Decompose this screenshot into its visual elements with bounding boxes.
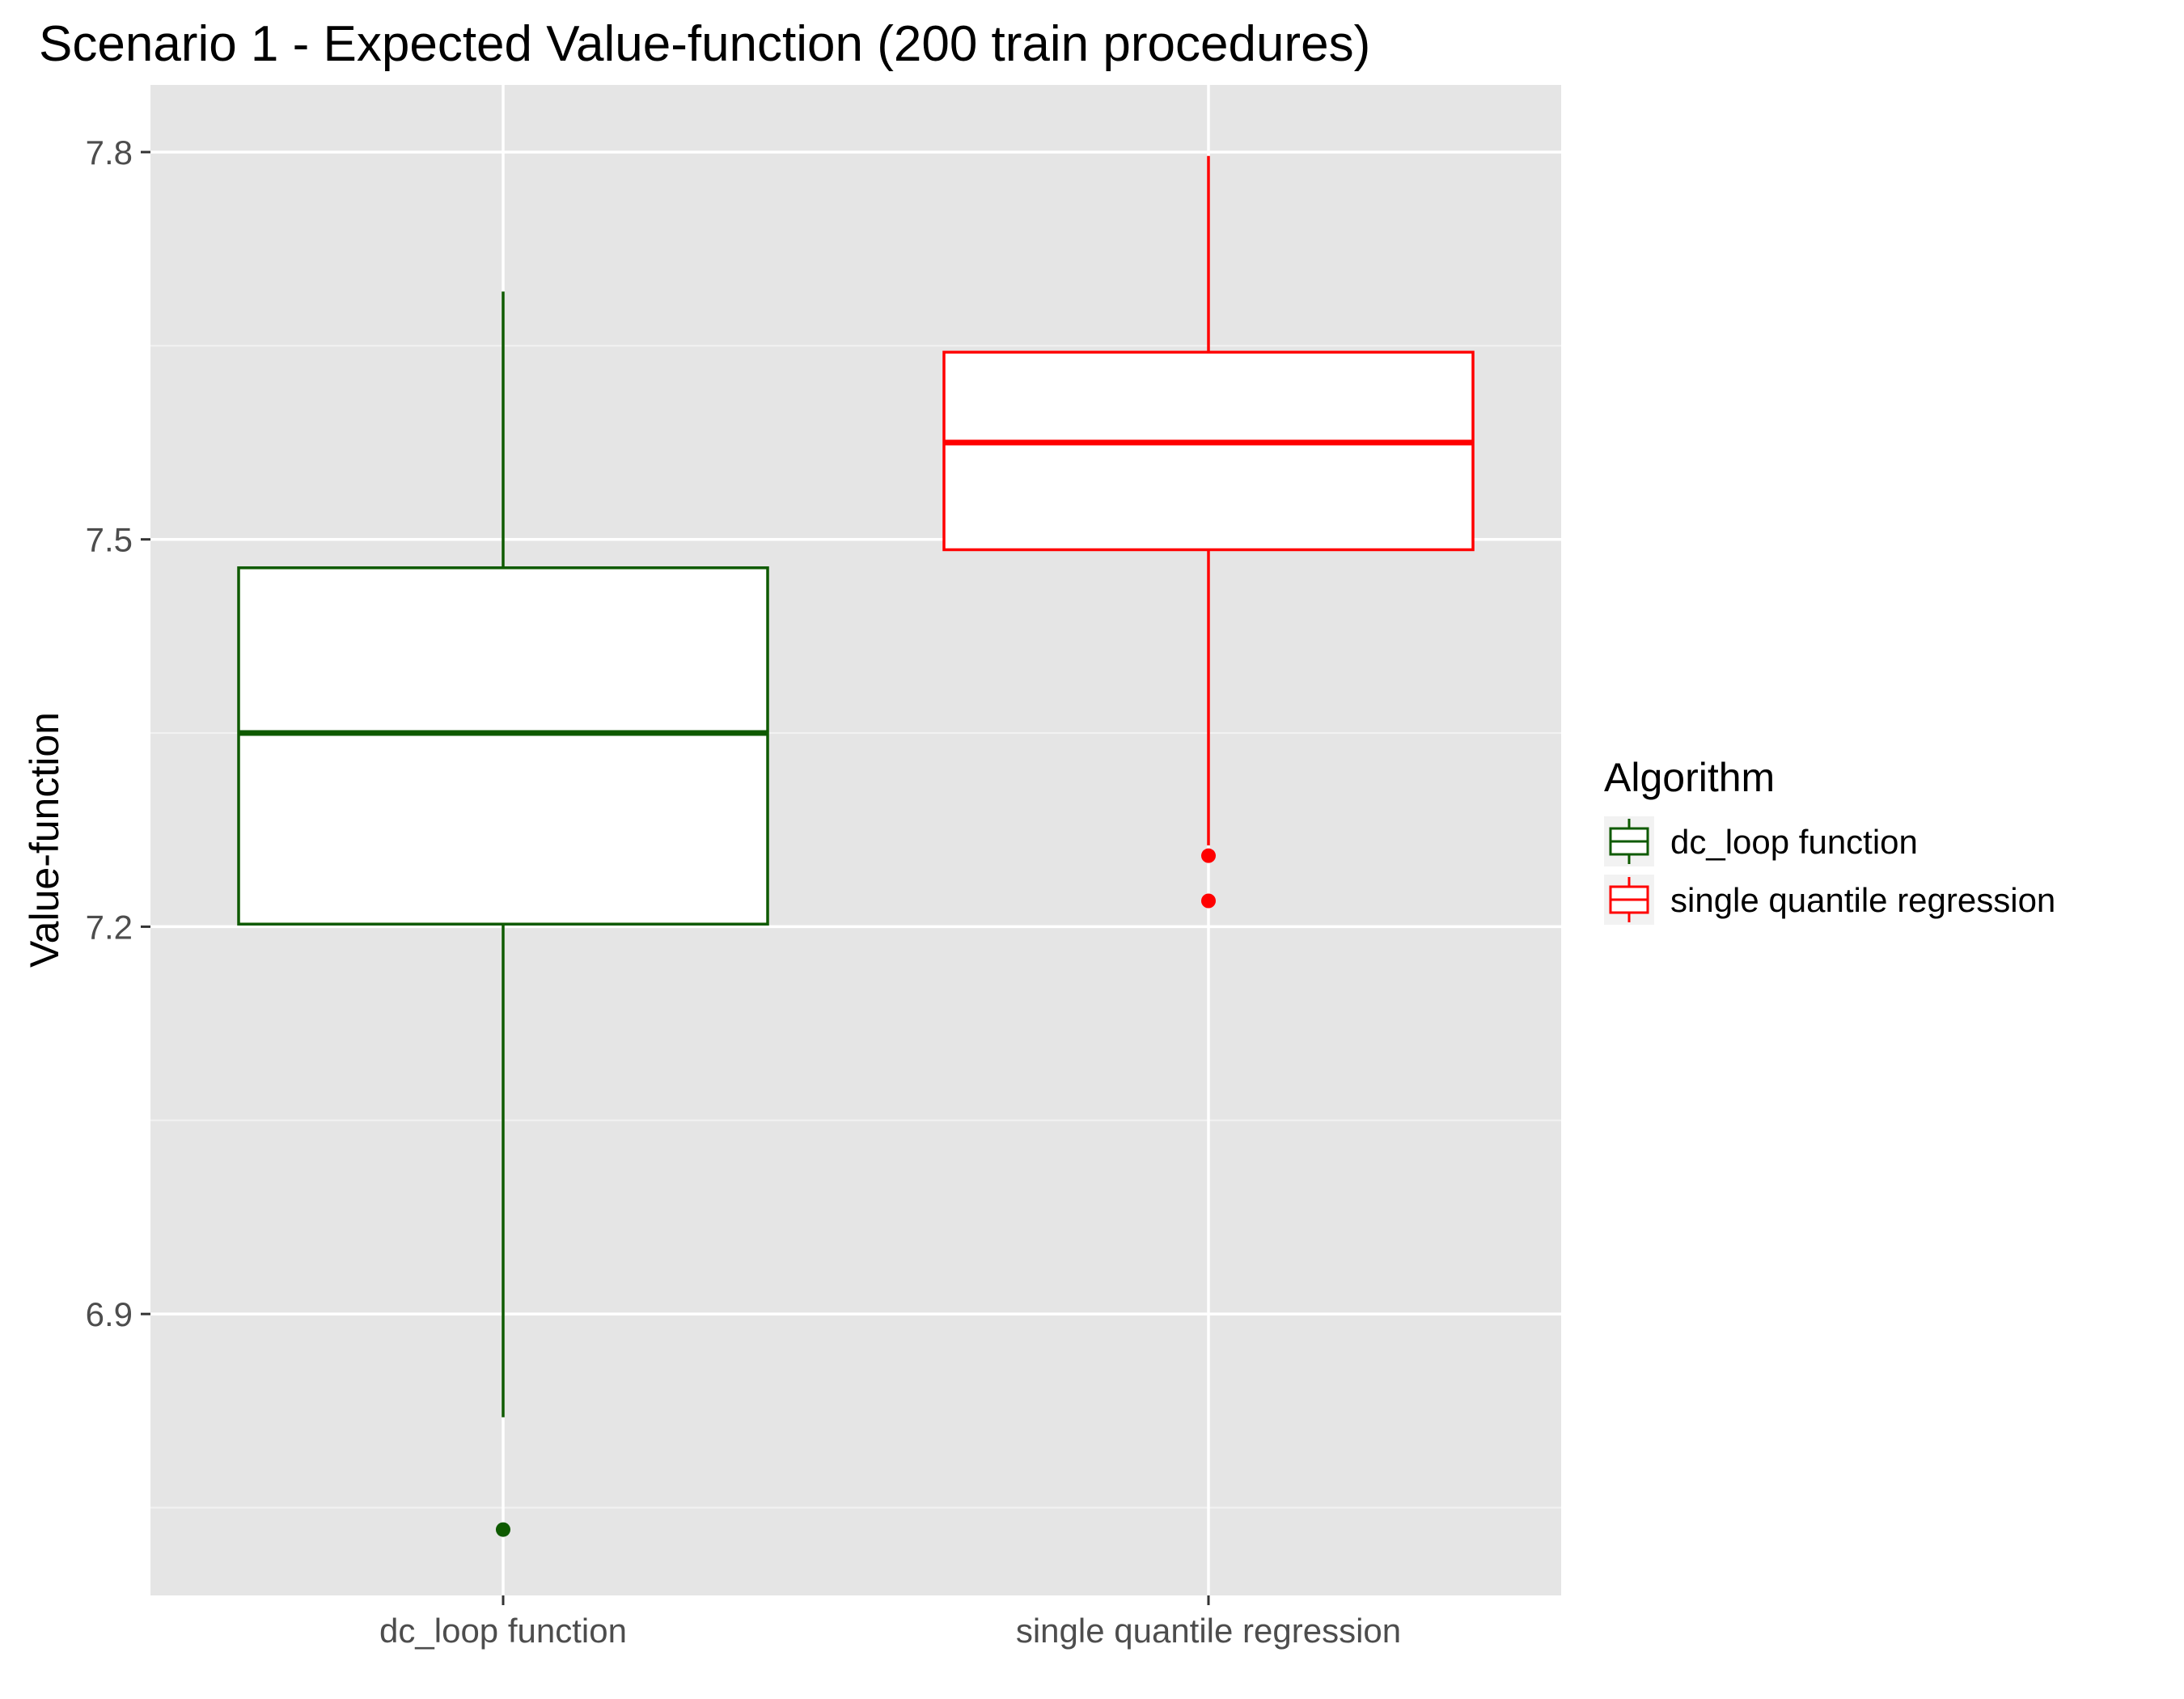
y-tick-label: 7.2 <box>86 908 133 946</box>
legend-item: single quantile regression <box>1604 875 2055 925</box>
x-axis: dc_loop function single quantile regressi… <box>379 1595 1401 1650</box>
boxplot-2 <box>942 155 1475 909</box>
x-tick-label: single quantile regression <box>1016 1612 1401 1650</box>
outlier-point <box>1201 848 1216 863</box>
legend-label: dc_loop function <box>1670 823 1918 861</box>
box <box>237 566 769 926</box>
x-tick-label: dc_loop function <box>379 1612 627 1650</box>
outlier-point <box>496 1522 510 1537</box>
chart-title: Scenario 1 - Expected Value-function (20… <box>39 16 1370 72</box>
legend-item: dc_loop function <box>1604 816 1918 866</box>
legend-title: Algorithm <box>1604 755 1775 800</box>
boxplot-1 <box>237 291 769 1537</box>
y-axis-title: Value-function <box>22 712 67 968</box>
y-axis: 6.9 7.2 7.5 7.8 <box>86 133 150 1333</box>
box <box>942 350 1475 552</box>
legend: Algorithm dc_loop function single quantil… <box>1604 755 2055 925</box>
outlier-point <box>1201 893 1216 909</box>
y-tick-label: 7.8 <box>86 133 133 172</box>
boxplots <box>237 155 1475 1537</box>
y-tick-label: 6.9 <box>86 1295 133 1333</box>
legend-label: single quantile regression <box>1670 881 2055 919</box>
y-tick-label: 7.5 <box>86 521 133 559</box>
